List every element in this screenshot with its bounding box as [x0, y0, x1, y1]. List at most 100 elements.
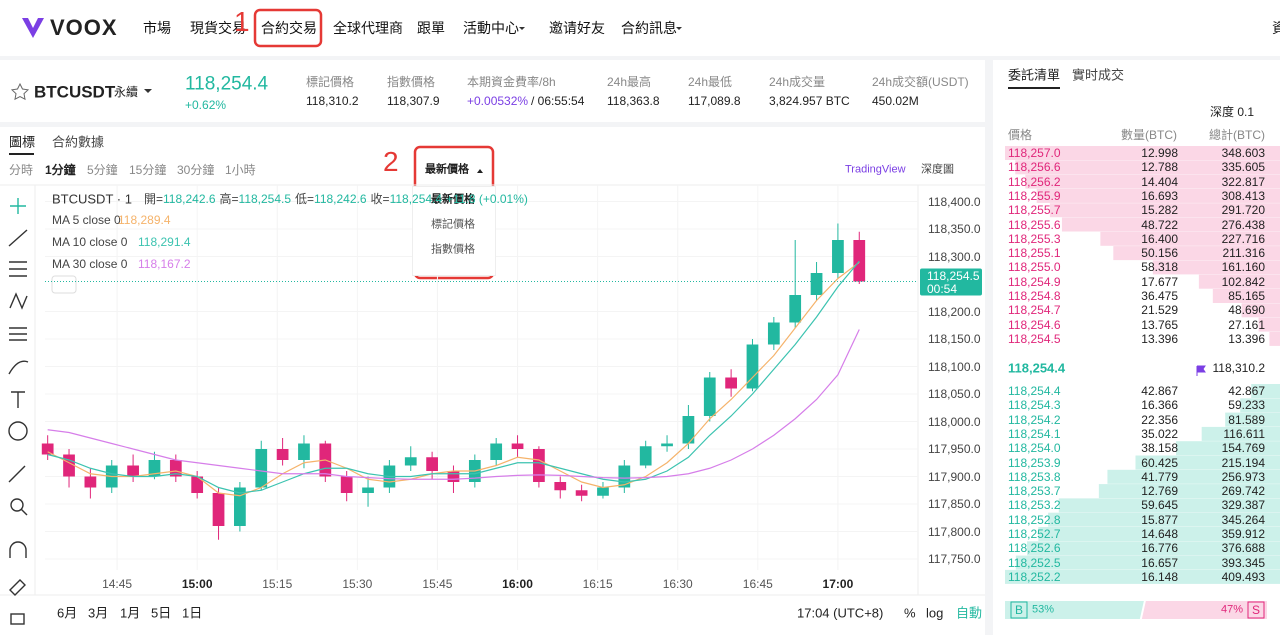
order-qty: 16.657: [1141, 555, 1178, 570]
legend-value: 118,291.4: [138, 235, 191, 249]
nav-item[interactable]: 全球代理商: [333, 20, 403, 36]
buy-label: B: [1014, 603, 1024, 617]
depth-bar: [1152, 260, 1280, 275]
nav-item[interactable]: 活動中心: [463, 20, 519, 36]
star-icon[interactable]: [10, 82, 30, 101]
tradingview-link[interactable]: TradingView: [845, 163, 906, 176]
order-total: 85.165: [1228, 289, 1265, 303]
price-type[interactable]: 最新價格: [425, 163, 469, 176]
candle-body: [340, 476, 353, 493]
depth-bar: [1049, 203, 1280, 218]
candle-body: [725, 377, 737, 389]
order-total: 215.194: [1221, 455, 1265, 470]
order-qty: 15.282: [1141, 203, 1178, 218]
nav-item[interactable]: 市場: [143, 20, 171, 36]
nav-item[interactable]: 現貨交易: [190, 20, 246, 36]
depth-bar: [1113, 246, 1280, 261]
order-qty: 35.022: [1141, 426, 1178, 441]
ohlc-value: 118,242.6: [314, 192, 367, 206]
order-price: 118,254.7: [1008, 303, 1061, 318]
order-total: 116.611: [1223, 426, 1265, 441]
order-qty: 12.998: [1141, 146, 1178, 160]
y-tick-label: 118,350.0: [928, 222, 981, 236]
scale-option[interactable]: %: [904, 605, 916, 621]
interval[interactable]: 分時: [9, 163, 34, 177]
price-change: +0.62%: [185, 98, 227, 112]
stat-value: 117,089.8: [688, 94, 741, 108]
collapse-btn[interactable]: [51, 275, 77, 294]
order-total: 291.720: [1221, 203, 1265, 218]
depth-bar: [1025, 174, 1280, 189]
legend-entry: MA 30 close 0: [52, 257, 128, 271]
interval[interactable]: 30分鐘: [177, 163, 215, 177]
depth-chart[interactable]: 深度圖: [921, 163, 954, 176]
order-qty: 36.475: [1141, 289, 1178, 303]
ohlc-key: 低=: [295, 192, 315, 206]
order-price: 118,252.7: [1008, 527, 1061, 541]
nav-item[interactable]: 邀请好友: [549, 20, 605, 36]
y-tick-label: 117,800.0: [928, 524, 981, 539]
range-button[interactable]: 1日: [182, 605, 203, 621]
order-price: 118,254.3: [1008, 398, 1061, 413]
candle-body: [191, 476, 204, 493]
tab[interactable]: 實时成交: [1072, 67, 1125, 83]
scale-option[interactable]: 自動: [956, 605, 983, 621]
symbol: BTCUSDT: [34, 82, 116, 102]
depth-bar: [1107, 469, 1280, 484]
nav-item[interactable]: 合約訊息: [621, 20, 677, 36]
order-price: 118,254.5: [1008, 331, 1061, 346]
range-button[interactable]: 5日: [151, 605, 172, 621]
depth-select[interactable]: 深度 0.1: [1210, 105, 1255, 119]
y-tick-label: 118,150.0: [928, 332, 981, 346]
dropdown-option[interactable]: 標記價格: [431, 218, 475, 231]
dropdown-option[interactable]: 指數價格: [431, 243, 475, 256]
interval[interactable]: 5分鐘: [87, 163, 118, 177]
tab[interactable]: 圖標: [9, 134, 36, 150]
drawing-tools[interactable]: [8, 198, 29, 625]
nav-item[interactable]: 跟單: [417, 20, 445, 36]
depth-bar: [1258, 317, 1280, 332]
interval[interactable]: 1小時: [225, 163, 256, 177]
order-price: 118,252.5: [1008, 555, 1061, 570]
candle-body: [853, 240, 866, 282]
order-price: 118,255.9: [1008, 188, 1061, 203]
order-qty: 21.529: [1141, 303, 1178, 318]
dropdown-option[interactable]: 最新價格: [431, 193, 475, 206]
range-button[interactable]: 3月: [88, 605, 109, 621]
y-tick-label: 118,200.0: [928, 304, 981, 319]
candle-body: [276, 449, 289, 460]
ohlc-key: 高=: [219, 192, 239, 206]
range-button[interactable]: 1月: [120, 605, 141, 621]
order-total: 211.316: [1222, 246, 1266, 261]
order-price: 118,257.0: [1008, 146, 1061, 160]
candle-body: [63, 454, 75, 477]
candle-body: [789, 295, 802, 323]
nav-item[interactable]: 合約交易: [261, 20, 317, 36]
order-qty: 15.877: [1141, 512, 1178, 527]
depth-bar: [1201, 426, 1280, 441]
order-price: 118,255.3: [1008, 231, 1061, 246]
order-price: 118,252.6: [1008, 541, 1061, 556]
legend-value: 118,289.4: [118, 213, 171, 227]
y-tick-label: 117,750.0: [928, 552, 981, 566]
candle-body: [169, 460, 182, 477]
x-tick-label: 15:45: [422, 577, 453, 591]
y-tick-label: 118,000.0: [928, 414, 981, 429]
order-total: 348.603: [1221, 146, 1265, 160]
tab[interactable]: 合約數據: [52, 134, 105, 150]
y-tick-label: 118,400.0: [928, 194, 981, 209]
order-price: 118,253.8: [1008, 469, 1061, 484]
order-total: 102.842: [1221, 274, 1265, 289]
order-qty: 16.148: [1141, 569, 1178, 584]
interval[interactable]: 1分鐘: [45, 163, 76, 177]
scale-option[interactable]: log: [926, 605, 944, 621]
ohlc-key: 開=: [144, 192, 164, 206]
order-price: 118,254.6: [1008, 317, 1061, 332]
order-price: 118,256.6: [1008, 160, 1061, 175]
range-button[interactable]: 6月: [57, 605, 78, 621]
nav-item[interactable]: 資: [1272, 20, 1280, 36]
order-total: 161.160: [1221, 260, 1265, 275]
order-qty: 60.425: [1141, 455, 1178, 470]
interval[interactable]: 15分鐘: [129, 163, 167, 177]
tab[interactable]: 委託清單: [1008, 67, 1061, 83]
